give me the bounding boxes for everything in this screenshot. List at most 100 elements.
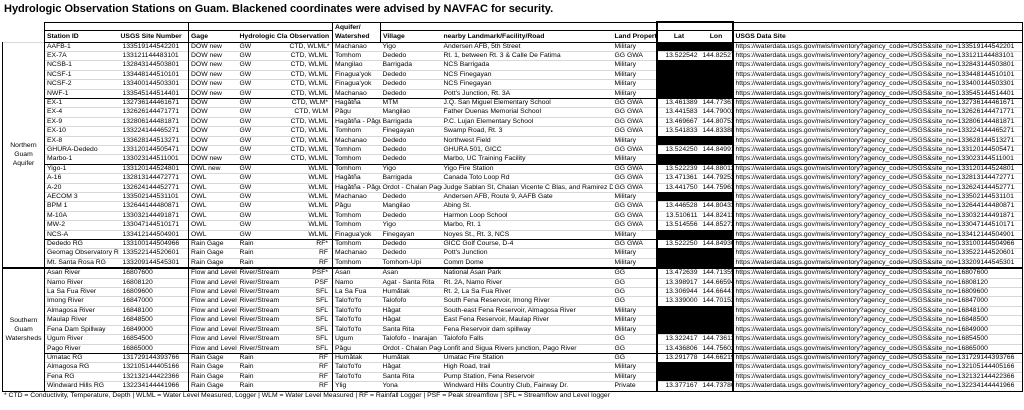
cell-usgs-data-site[interactable]: https://waterdata.usgs.gov/nwis/inventor… — [732, 220, 1023, 231]
cell-aquifer-watershed: Talo'fo'fo — [332, 362, 381, 373]
cell-gage: DOW — [188, 135, 238, 146]
cell-gage: Flow and Level — [188, 267, 238, 279]
cell-observation: RF — [287, 352, 333, 363]
cell-observation: PSF* — [287, 267, 333, 279]
cell-usgs-data-site[interactable]: https://waterdata.usgs.gov/nwis/inventor… — [732, 381, 1023, 392]
cell-observation: CTD, WLML — [287, 69, 333, 80]
cell-land-property: Military — [612, 41, 657, 52]
cell-observation: CTD, WLML — [287, 79, 333, 90]
cell-lon: 144.849306 — [700, 239, 734, 249]
col-header-aquifer-line2: Watershed — [335, 32, 370, 40]
cell-landmark: Father Duenas Memorial School — [441, 107, 613, 118]
cell-aquifer-watershed: La Sa Fua — [332, 287, 381, 297]
cell-usgs-data-site[interactable]: https://waterdata.usgs.gov/nwis/inventor… — [732, 371, 1023, 382]
cell-aquifer-watershed: Talo'fo'fo — [332, 324, 381, 335]
cell-usgs-data-site[interactable]: https://waterdata.usgs.gov/nwis/inventor… — [732, 324, 1023, 335]
cell-usgs-data-site[interactable]: https://waterdata.usgs.gov/nwis/inventor… — [732, 60, 1023, 71]
cell-usgs-data-site[interactable]: https://waterdata.usgs.gov/nwis/inventor… — [732, 362, 1023, 373]
cell-usgs-data-site[interactable]: https://waterdata.usgs.gov/nwis/inventor… — [732, 267, 1023, 279]
cell-usgs-data-site[interactable]: https://waterdata.usgs.gov/nwis/inventor… — [732, 334, 1023, 344]
cell-usgs-data-site[interactable]: https://waterdata.usgs.gov/nwis/inventor… — [732, 116, 1023, 127]
cell-usgs-data-site[interactable]: https://waterdata.usgs.gov/nwis/inventor… — [732, 50, 1023, 61]
cell-usgs-data-site[interactable]: https://waterdata.usgs.gov/nwis/inventor… — [732, 191, 1023, 202]
cell-gage: Rain Gage — [188, 381, 238, 392]
cell-usgs-data-site[interactable]: https://waterdata.usgs.gov/nwis/inventor… — [732, 88, 1023, 99]
cell-observation: WLML — [287, 201, 333, 212]
cell-aquifer-watershed: Tomhom — [332, 126, 381, 137]
header-spacer — [441, 21, 613, 31]
cell-observation: CTD, WLML — [287, 144, 333, 155]
cell-lat: 13.446528 — [655, 201, 701, 212]
cell-aquifer-watershed: Namo — [332, 277, 381, 288]
cell-usgs-data-site[interactable]: https://waterdata.usgs.gov/nwis/inventor… — [732, 210, 1023, 221]
cell-land-property: GG GWA — [612, 173, 657, 184]
cell-usgs-site-number: 133224144465271 — [118, 126, 189, 137]
header-spacer — [118, 21, 189, 31]
cell-usgs-data-site[interactable]: https://waterdata.usgs.gov/nwis/inventor… — [732, 41, 1023, 52]
cell-usgs-data-site[interactable]: https://waterdata.usgs.gov/nwis/inventor… — [732, 107, 1023, 118]
table-row: M-10A 133032144491871 OWL GW WLML Tomhom Deded… — [3, 210, 1023, 221]
cell-land-property: Military — [612, 135, 657, 146]
cell-usgs-site-number: 132105144405166 — [118, 362, 189, 373]
cell-land-property: GG — [612, 277, 657, 288]
cell-observation: WLML — [287, 220, 333, 231]
cell-usgs-data-site[interactable]: https://waterdata.usgs.gov/nwis/inventor… — [732, 126, 1023, 137]
cell-usgs-data-site[interactable]: https://waterdata.usgs.gov/nwis/inventor… — [732, 315, 1023, 326]
cell-station-id: AECOM 3 — [44, 191, 119, 202]
cell-hydrologic-class: River/Stream — [237, 334, 288, 344]
redacted-coordinates — [655, 324, 734, 335]
cell-village: Santa Rita — [380, 324, 442, 335]
cell-observation: CTD, WLML — [287, 50, 333, 61]
cell-land-property: Military — [612, 154, 657, 165]
cell-hydrologic-class: GW — [237, 210, 288, 221]
cell-usgs-data-site[interactable]: https://waterdata.usgs.gov/nwis/inventor… — [732, 163, 1023, 174]
cell-usgs-data-site[interactable]: https://waterdata.usgs.gov/nwis/inventor… — [732, 229, 1023, 240]
cell-village: Ordot - Chalan Pago — [380, 343, 442, 354]
cell-usgs-data-site[interactable]: https://waterdata.usgs.gov/nwis/inventor… — [732, 248, 1023, 259]
cell-lat: 13.541833 — [655, 126, 701, 137]
cell-usgs-data-site[interactable]: https://waterdata.usgs.gov/nwis/inventor… — [732, 343, 1023, 354]
cell-station-id: Almagosa River — [44, 305, 119, 316]
cell-usgs-data-site[interactable]: https://waterdata.usgs.gov/nwis/inventor… — [732, 173, 1023, 184]
cell-usgs-data-site[interactable]: https://waterdata.usgs.gov/nwis/inventor… — [732, 135, 1023, 146]
group-column-header — [2, 22, 45, 42]
cell-usgs-data-site[interactable]: https://waterdata.usgs.gov/nwis/inventor… — [732, 69, 1023, 80]
cell-usgs-data-site[interactable]: https://waterdata.usgs.gov/nwis/inventor… — [732, 201, 1023, 212]
cell-usgs-data-site[interactable]: https://waterdata.usgs.gov/nwis/inventor… — [732, 257, 1023, 269]
cell-land-property: GG — [612, 352, 657, 363]
table-row: EX-7A 133121144483101 DOW new GW CTD, WLML To… — [3, 50, 1023, 61]
cell-usgs-data-site[interactable]: https://waterdata.usgs.gov/nwis/inventor… — [732, 287, 1023, 297]
cell-usgs-data-site[interactable]: https://waterdata.usgs.gov/nwis/inventor… — [732, 182, 1023, 193]
cell-usgs-data-site[interactable]: https://waterdata.usgs.gov/nwis/inventor… — [732, 352, 1023, 363]
cell-landmark: Andersen AFB, 5th Street — [441, 41, 613, 52]
cell-gage: DOW new — [188, 50, 238, 61]
cell-usgs-data-site[interactable]: https://waterdata.usgs.gov/nwis/inventor… — [732, 305, 1023, 316]
cell-village: Yigo — [380, 163, 442, 174]
table-row: MW-2 133047144510171 OWL GW WLML Tomhom Yigo Ma… — [3, 220, 1023, 231]
table-row: Geomag Observatory RG 133522144520601 Rain… — [3, 248, 1023, 259]
redacted-coordinates — [655, 315, 734, 326]
cell-usgs-site-number: 16809600 — [118, 287, 189, 297]
cell-station-id: EX-8 — [44, 135, 119, 146]
cell-usgs-data-site[interactable]: https://waterdata.usgs.gov/nwis/inventor… — [732, 239, 1023, 249]
cell-usgs-data-site[interactable]: https://waterdata.usgs.gov/nwis/inventor… — [732, 296, 1023, 307]
cell-station-id: A-20 — [44, 182, 119, 193]
cell-usgs-data-site[interactable]: https://waterdata.usgs.gov/nwis/inventor… — [732, 97, 1023, 108]
cell-usgs-data-site[interactable]: https://waterdata.usgs.gov/nwis/inventor… — [732, 277, 1023, 288]
cell-lon: 144.807528 — [700, 116, 734, 127]
table-row: EX-8 133628144513271 DOW GW CTD, WLML Machana… — [3, 135, 1023, 146]
cell-landmark: Swamp Road, Rt. 3 — [441, 126, 613, 137]
redacted-coordinates — [655, 362, 734, 373]
cell-land-property: Military — [612, 191, 657, 202]
table-row: NWF-1 133545144514401 DOW new GW CTD, WLML Ma… — [3, 88, 1023, 99]
table-row: Ugum River 16854500 Flow and Level River/St… — [3, 334, 1023, 344]
cell-usgs-site-number: 133121144483101 — [118, 50, 189, 61]
col-header-usgs-site-number: USGS Site Number — [118, 30, 189, 43]
page-title: Hydrologic Observation Stations on Guam.… — [4, 3, 554, 15]
cell-usgs-data-site[interactable]: https://waterdata.usgs.gov/nwis/inventor… — [732, 154, 1023, 165]
cell-land-property: Military — [612, 88, 657, 99]
cell-usgs-data-site[interactable]: https://waterdata.usgs.gov/nwis/inventor… — [732, 79, 1023, 90]
cell-observation: CTD, WLM* — [287, 97, 333, 108]
cell-usgs-data-site[interactable]: https://waterdata.usgs.gov/nwis/inventor… — [732, 144, 1023, 155]
